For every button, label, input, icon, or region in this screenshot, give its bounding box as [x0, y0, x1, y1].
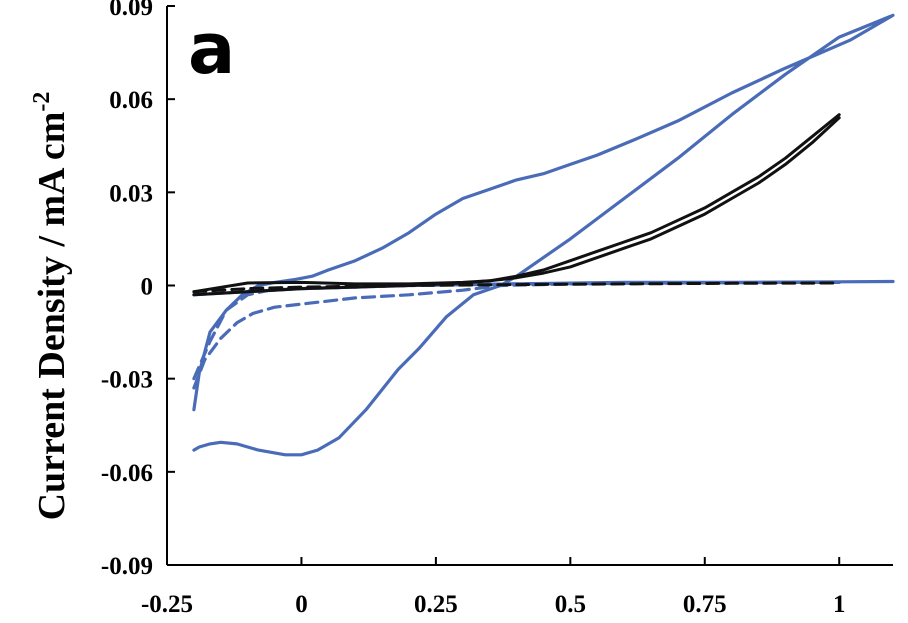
series-line-4	[192, 280, 841, 381]
y-axis-label-text: Current Density / mA cm	[31, 112, 73, 521]
series-line-3	[192, 280, 841, 390]
y-tick-label: 0.06	[109, 87, 153, 114]
y-tick-label: 0.09	[109, 0, 153, 21]
x-tick-label: 1	[833, 591, 846, 618]
x-tick-label: 0.25	[414, 591, 458, 618]
series-line-6	[192, 116, 841, 294]
series-line-1	[192, 13, 895, 457]
x-tick-label: -0.25	[141, 591, 193, 618]
x-tick-label: 0.75	[683, 591, 727, 618]
chart-labels: -0.09 -0.06 -0.03 0 0.03 0.06 0.09 -0.25 0 0.25 0.…	[101, 0, 846, 618]
y-tick-label: 0.03	[109, 180, 153, 207]
y-axis-label: Current Density / mA cm-2	[29, 92, 73, 521]
chart-series-layer	[192, 13, 895, 457]
y-axis-label-superscript: -2	[29, 92, 55, 112]
y-tick-label: -0.06	[101, 460, 153, 487]
series-line-5	[192, 113, 841, 297]
series-line-7	[192, 281, 841, 294]
y-tick-label: -0.03	[101, 367, 153, 394]
x-tick-label: 0	[295, 591, 308, 618]
x-tick-label: 0.5	[555, 591, 586, 618]
chart-axes	[166, 5, 893, 566]
panel-label: a	[188, 8, 235, 90]
y-tick-label: -0.09	[101, 553, 153, 580]
y-tick-label: 0	[141, 274, 154, 301]
